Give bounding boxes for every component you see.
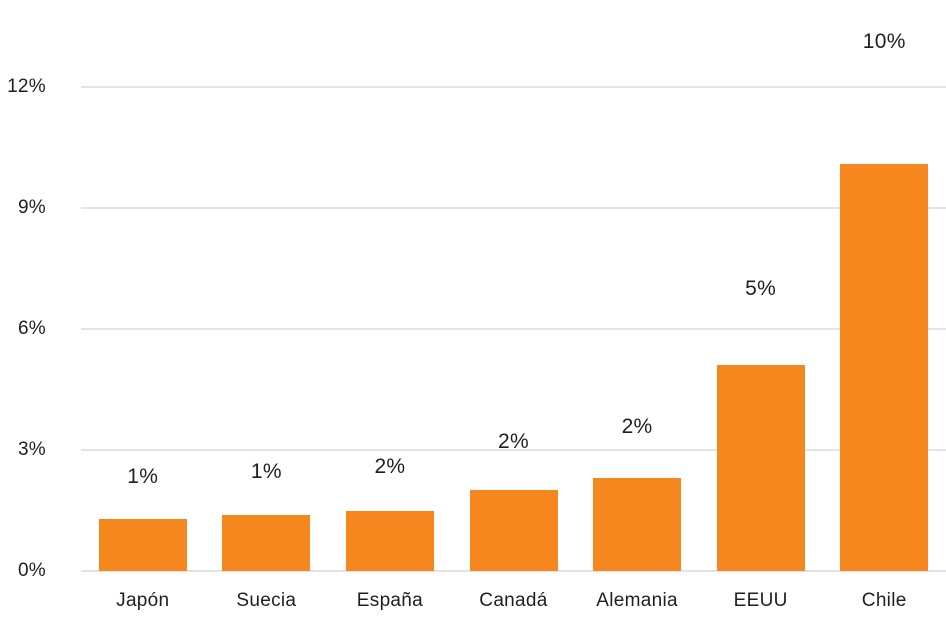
y-axis-tick-label: 3% (17, 439, 46, 460)
x-axis-category-label-eeuu: EEUU (733, 590, 788, 611)
bar-value-label-japon: 1% (127, 464, 159, 488)
gridline-3% (81, 449, 946, 451)
bar-chile (840, 163, 929, 571)
bar-japon (98, 518, 187, 571)
x-axis-category-label-alemania: Alemania (596, 590, 678, 611)
bar-eeuu (716, 365, 805, 571)
bar-value-label-eeuu: 5% (745, 277, 777, 301)
bar-suecia (222, 514, 311, 571)
y-axis-tick-label: 6% (17, 318, 46, 339)
gridline-6% (81, 328, 946, 330)
bar-value-label-canada: 2% (498, 430, 529, 454)
y-axis-tick-label: 0% (17, 560, 46, 581)
x-axis-category-label-chile: Chile (861, 590, 907, 611)
bar-value-label-espana: 2% (374, 454, 406, 478)
bar-alemania (593, 478, 682, 571)
bar-canada (469, 490, 558, 571)
y-axis-tick-label: 9% (17, 197, 46, 218)
x-axis-category-label-suecia: Suecia (236, 590, 297, 611)
gridline-9% (81, 207, 946, 209)
gridline-12% (81, 86, 946, 88)
x-axis-category-label-espana: España (356, 590, 424, 611)
bar-value-label-alemania: 2% (621, 415, 653, 439)
gridline-0% (81, 570, 946, 572)
y-axis-tick-label: 12% (7, 76, 46, 97)
bar-value-label-suecia: 1% (250, 459, 282, 483)
bar-value-label-chile: 10% (862, 29, 906, 53)
x-axis-category-label-canada: Canadá (479, 590, 548, 611)
x-axis-category-label-japon: Japón (116, 590, 170, 611)
bar-espana (345, 510, 434, 571)
